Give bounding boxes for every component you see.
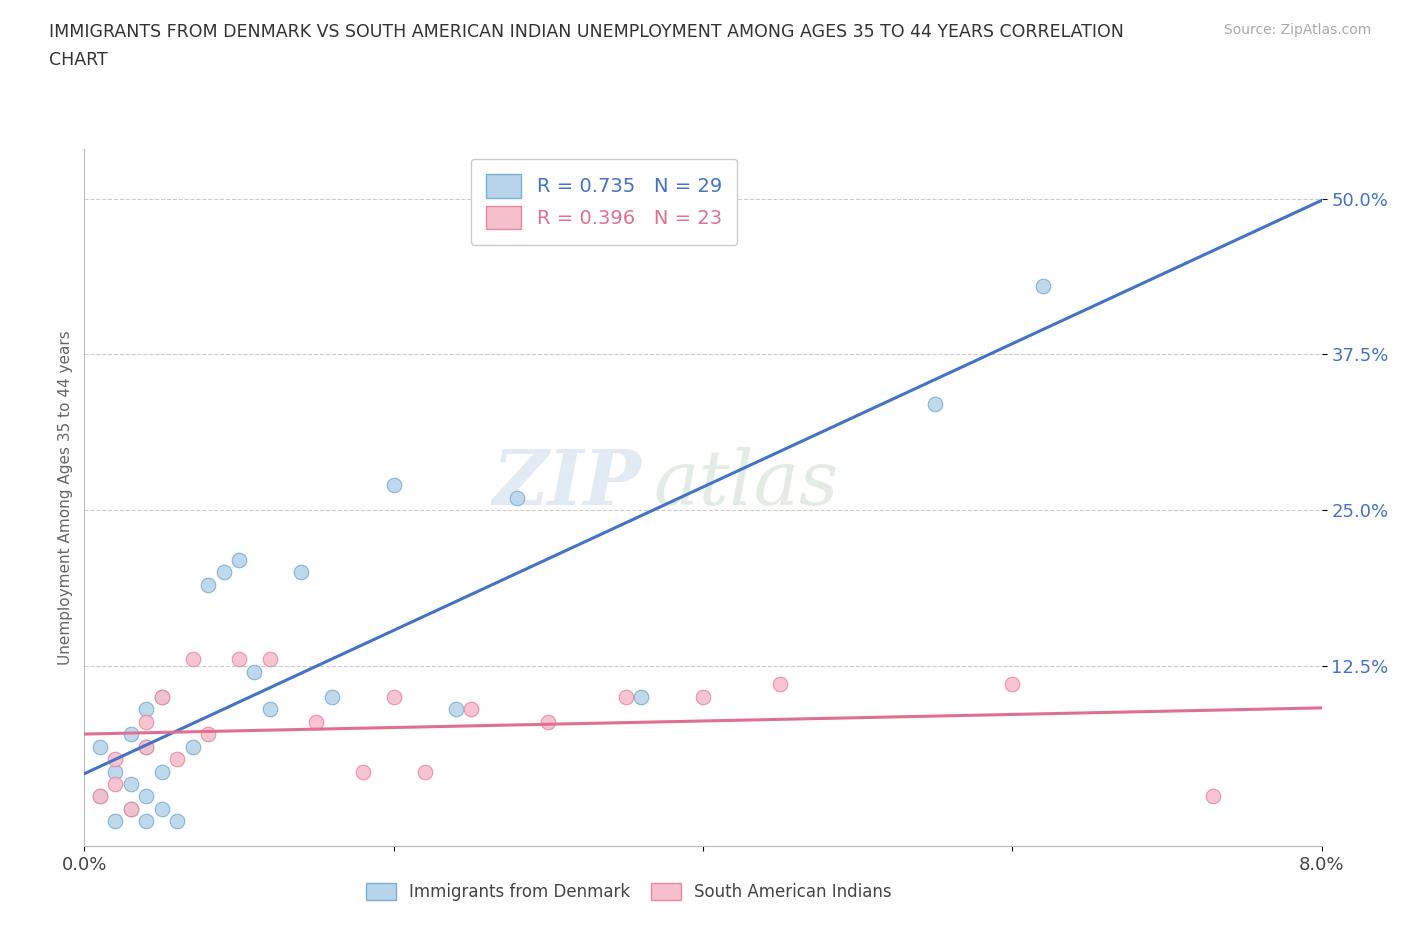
Point <box>460 702 482 717</box>
Point <box>150 802 173 817</box>
Point <box>382 689 405 704</box>
Point <box>120 802 142 817</box>
Point <box>135 702 157 717</box>
Point <box>692 689 714 704</box>
Point <box>89 789 111 804</box>
Point <box>104 751 127 766</box>
Point <box>89 789 111 804</box>
Point <box>197 726 219 741</box>
Point <box>150 689 173 704</box>
Point <box>135 789 157 804</box>
Point <box>444 702 467 717</box>
Point <box>413 764 436 779</box>
Point <box>924 397 946 412</box>
Point <box>290 565 312 579</box>
Point <box>104 814 127 829</box>
Point <box>166 814 188 829</box>
Point <box>228 552 250 567</box>
Point <box>1032 278 1054 293</box>
Text: ZIP: ZIP <box>492 446 641 521</box>
Point <box>135 814 157 829</box>
Legend: Immigrants from Denmark, South American Indians: Immigrants from Denmark, South American … <box>360 876 898 908</box>
Point <box>120 802 142 817</box>
Point <box>181 739 204 754</box>
Y-axis label: Unemployment Among Ages 35 to 44 years: Unemployment Among Ages 35 to 44 years <box>58 330 73 665</box>
Point <box>352 764 374 779</box>
Point <box>321 689 343 704</box>
Point <box>259 702 281 717</box>
Text: atlas: atlas <box>654 446 839 521</box>
Text: Source: ZipAtlas.com: Source: ZipAtlas.com <box>1223 23 1371 37</box>
Point <box>89 739 111 754</box>
Point <box>104 764 127 779</box>
Point <box>630 689 652 704</box>
Point <box>1001 677 1024 692</box>
Point <box>181 652 204 667</box>
Point <box>166 751 188 766</box>
Point <box>1202 789 1225 804</box>
Point <box>506 490 529 505</box>
Point <box>382 478 405 493</box>
Point <box>769 677 792 692</box>
Point <box>150 689 173 704</box>
Point <box>120 777 142 791</box>
Point <box>228 652 250 667</box>
Text: CHART: CHART <box>49 51 108 69</box>
Point <box>212 565 235 579</box>
Point <box>197 578 219 592</box>
Point <box>135 739 157 754</box>
Point <box>614 689 637 704</box>
Point <box>150 764 173 779</box>
Text: IMMIGRANTS FROM DENMARK VS SOUTH AMERICAN INDIAN UNEMPLOYMENT AMONG AGES 35 TO 4: IMMIGRANTS FROM DENMARK VS SOUTH AMERICA… <box>49 23 1123 41</box>
Point <box>305 714 328 729</box>
Point <box>104 777 127 791</box>
Point <box>135 714 157 729</box>
Point <box>243 665 266 680</box>
Point <box>120 726 142 741</box>
Point <box>259 652 281 667</box>
Point <box>537 714 560 729</box>
Point <box>135 739 157 754</box>
